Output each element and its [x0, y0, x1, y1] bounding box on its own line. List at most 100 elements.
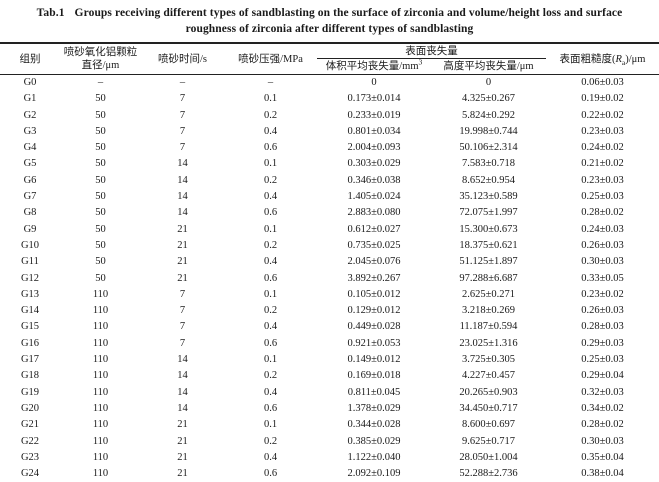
cell-pressure: 0.2 [263, 239, 278, 251]
cell-group: G6 [23, 174, 37, 186]
cell-time: 14 [177, 370, 188, 382]
cell-height-loss: 72.075±1.997 [459, 207, 518, 219]
cell-particle-diameter: 50 [95, 223, 106, 235]
cell-time: 21 [177, 223, 188, 235]
cell-height-loss: 7.583±0.718 [461, 158, 515, 170]
cell-pressure: 0.6 [263, 337, 278, 349]
cell-group: G18 [20, 370, 40, 382]
cell-group: G8 [23, 207, 37, 219]
cell-group: G15 [20, 321, 40, 333]
table-row: G0 – – – 0 0 0.06±0.03 [0, 75, 659, 92]
cell-particle-diameter: 50 [95, 174, 106, 186]
cell-pressure: 0.6 [263, 402, 278, 414]
cell-particle-diameter: 110 [92, 288, 109, 300]
cell-particle-diameter: 110 [92, 435, 109, 447]
header-volume-loss-text: 体积平均丧失量/mm [325, 61, 419, 72]
cell-pressure: 0.2 [263, 370, 278, 382]
table-caption-line1: Groups receiving different types of sand… [74, 7, 623, 19]
cell-particle-diameter: 50 [95, 272, 106, 284]
cell-time: 21 [177, 451, 188, 463]
cell-volume-loss: 0.344±0.028 [347, 419, 401, 431]
table-row: G17 110 14 0.1 0.149±0.012 3.725±0.305 0.25±0.… [0, 352, 659, 368]
cell-group: G24 [20, 468, 40, 480]
table-caption-line2: roughness of zirconia after different ty… [185, 23, 474, 35]
table-row: G9 50 21 0.1 0.612±0.027 15.300±0.673 0.24±0.0… [0, 222, 659, 238]
cell-roughness: 0.30±0.03 [581, 256, 624, 268]
cell-roughness: 0.24±0.02 [581, 142, 624, 154]
cell-roughness: 0.34±0.02 [581, 402, 624, 414]
cell-volume-loss: 0.149±0.012 [347, 354, 401, 366]
table-row: G14 110 7 0.2 0.129±0.012 3.218±0.269 0.26±0.0… [0, 303, 659, 319]
header-pressure: 喷砂压强/MPa [238, 53, 303, 65]
cell-roughness: 0.35±0.04 [581, 451, 624, 463]
cell-pressure: 0.4 [263, 386, 278, 398]
cell-pressure: 0.1 [263, 158, 278, 170]
cell-time: 21 [177, 272, 188, 284]
cell-height-loss: 28.050±1.004 [459, 451, 518, 463]
table-row: G11 50 21 0.4 2.045±0.076 51.125±1.897 0.30±0.… [0, 254, 659, 270]
cell-group: G19 [20, 386, 40, 398]
cell-roughness: 0.33±0.05 [581, 272, 624, 284]
cell-time: 7 [179, 93, 186, 105]
cell-particle-diameter: 50 [95, 239, 106, 251]
cell-pressure: 0.4 [263, 451, 278, 463]
table-row: G16 110 7 0.6 0.921±0.053 23.025±1.316 0.29±0.… [0, 336, 659, 352]
table-row: G24 110 21 0.6 2.092±0.109 52.288±2.736 0.38±0… [0, 466, 659, 482]
header-volume-loss: 体积平均丧失量/mm3 [317, 58, 431, 75]
cell-pressure: 0.1 [263, 354, 278, 366]
cell-roughness: 0.38±0.04 [581, 468, 624, 480]
cell-volume-loss: 0.449±0.028 [347, 321, 401, 333]
cell-volume-loss: 0.169±0.018 [347, 370, 401, 382]
cell-volume-loss: 0.233±0.019 [347, 109, 401, 121]
cell-particle-diameter: 50 [95, 191, 106, 203]
cell-time: 14 [177, 354, 188, 366]
cell-pressure: 0.1 [263, 419, 278, 431]
cell-volume-loss: 0.811±0.045 [347, 386, 401, 398]
cell-roughness: 0.28±0.02 [581, 419, 624, 431]
cell-time: 14 [177, 207, 188, 219]
cell-group: G10 [20, 239, 40, 251]
cell-roughness: 0.22±0.02 [581, 109, 624, 121]
cell-roughness: 0.26±0.03 [581, 305, 624, 317]
cell-volume-loss: 1.378±0.029 [347, 402, 401, 414]
cell-particle-diameter: 50 [95, 142, 106, 154]
table-row: G1 50 7 0.1 0.173±0.014 4.325±0.267 0.19±0.02 [0, 91, 659, 107]
cell-roughness: 0.23±0.03 [581, 174, 624, 186]
cell-height-loss: 11.187±0.594 [459, 321, 518, 333]
cell-height-loss: 9.625±0.717 [461, 435, 515, 447]
cell-volume-loss: 0.801±0.034 [347, 125, 401, 137]
table-row: G3 50 7 0.4 0.801±0.034 19.998±0.744 0.23±0.03 [0, 124, 659, 140]
cell-height-loss: 52.288±2.736 [459, 468, 518, 480]
cell-roughness: 0.32±0.03 [581, 386, 624, 398]
cell-pressure: 0.6 [263, 142, 278, 154]
header-surface-loss: 表面丧失量 [317, 43, 546, 59]
cell-height-loss: 97.288±6.687 [459, 272, 518, 284]
table-caption: Tab.1 Groups receiving different types of… [0, 5, 659, 37]
cell-volume-loss: 2.004±0.093 [347, 142, 401, 154]
cell-group: G9 [23, 223, 37, 235]
cell-pressure: – [267, 77, 274, 88]
table-row: G10 50 21 0.2 0.735±0.025 18.375±0.621 0.26±0.… [0, 238, 659, 254]
cell-group: G13 [20, 288, 40, 300]
cell-time: 21 [177, 419, 188, 431]
header-group: 组别 [19, 53, 41, 65]
cell-time: 21 [177, 435, 188, 447]
cell-particle-diameter: 50 [95, 109, 106, 121]
cell-height-loss: 20.265±0.903 [459, 386, 518, 398]
cell-group: G16 [20, 337, 40, 349]
cell-particle-diameter: 110 [92, 468, 109, 480]
cell-volume-loss: 0.385±0.029 [347, 435, 401, 447]
cell-height-loss: 3.218±0.269 [461, 305, 515, 317]
cell-pressure: 0.1 [263, 288, 278, 300]
cell-volume-loss: 0.346±0.038 [347, 174, 401, 186]
cell-roughness: 0.24±0.03 [581, 223, 624, 235]
cell-time: 7 [179, 337, 186, 349]
cell-height-loss: 15.300±0.673 [459, 223, 518, 235]
cell-group: G12 [20, 272, 40, 284]
cell-pressure: 0.4 [263, 191, 278, 203]
cell-group: G0 [23, 77, 37, 88]
cell-time: 14 [177, 402, 188, 414]
sandblasting-groups-table: 组别 喷砂氧化铝颗粒 直径/μm 喷砂时间/s 喷砂压强/MPa 表面丧失量 表… [0, 42, 659, 482]
cell-height-loss: 8.600±0.697 [461, 419, 515, 431]
cell-roughness: 0.28±0.03 [581, 321, 624, 333]
